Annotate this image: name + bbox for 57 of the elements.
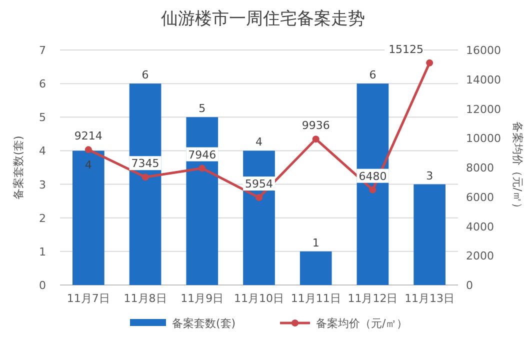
point xyxy=(426,59,434,66)
bar xyxy=(129,84,162,285)
x-tick-label: 11月7日 xyxy=(66,292,110,305)
y2-tick-label: 14000 xyxy=(466,73,501,86)
data-label: 6 xyxy=(369,68,376,82)
x-tick-label: 11月12日 xyxy=(348,292,398,305)
bar xyxy=(72,150,104,285)
x-tick-label: 11月10日 xyxy=(234,292,284,305)
y2-tick-label: 8000 xyxy=(466,162,494,174)
x-tick-label: 11月9日 xyxy=(180,292,224,305)
y2-tick-label: 10000 xyxy=(466,132,501,146)
y2-axis-title: 备案均价（元/㎡） xyxy=(511,122,524,214)
y-tick-label: 2 xyxy=(39,212,46,225)
bar xyxy=(414,184,446,285)
y2-tick-label: 12000 xyxy=(466,102,501,116)
data-label: 9936 xyxy=(302,119,330,132)
y2-tick-label: 4000 xyxy=(466,220,494,234)
bar xyxy=(243,150,275,285)
legend-label: 备案均价（元/㎡） xyxy=(316,317,408,330)
point xyxy=(256,194,262,202)
y-tick-label: 0 xyxy=(39,279,46,292)
y2-tick-label: 16000 xyxy=(466,44,501,57)
x-tick-label: 11月13日 xyxy=(404,292,455,305)
data-label: 1 xyxy=(312,236,320,250)
data-label: 6 xyxy=(142,68,149,82)
data-label: 5954 xyxy=(245,178,273,191)
y2-tick-label: 2000 xyxy=(466,250,494,263)
bar xyxy=(186,117,218,285)
data-label: 6480 xyxy=(358,170,387,183)
point xyxy=(84,146,92,154)
data-label: 4 xyxy=(84,158,92,172)
point xyxy=(312,136,320,143)
point xyxy=(198,164,206,172)
y-tick-label: 3 xyxy=(39,178,46,192)
bar xyxy=(356,84,389,285)
y-tick-label: 4 xyxy=(39,144,46,158)
data-label: 15125 xyxy=(388,42,424,56)
legend-label: 备案套数(套) xyxy=(172,317,236,330)
y-tick-label: 7 xyxy=(39,44,46,57)
y2-tick-label: 0 xyxy=(466,279,473,292)
data-label: 9214 xyxy=(74,130,102,143)
y-tick-label: 5 xyxy=(39,111,46,124)
bar xyxy=(300,251,332,285)
data-label: 4 xyxy=(256,136,262,149)
point xyxy=(142,174,149,181)
chart-title: 仙游楼市一周住宅备案走势 xyxy=(161,9,365,29)
data-label: 3 xyxy=(426,169,434,182)
x-tick-label: 11月11日 xyxy=(290,292,341,305)
y-axis-title: 备案套数(套) xyxy=(12,136,25,200)
data-label: 7946 xyxy=(188,148,216,162)
y-tick-label: 6 xyxy=(39,78,46,91)
point xyxy=(369,186,376,194)
x-tick-label: 11月8日 xyxy=(124,292,167,305)
data-label: 7345 xyxy=(131,157,160,170)
data-label: 5 xyxy=(198,102,206,116)
y-tick-label: 1 xyxy=(39,245,46,258)
y2-tick-label: 6000 xyxy=(466,190,494,204)
